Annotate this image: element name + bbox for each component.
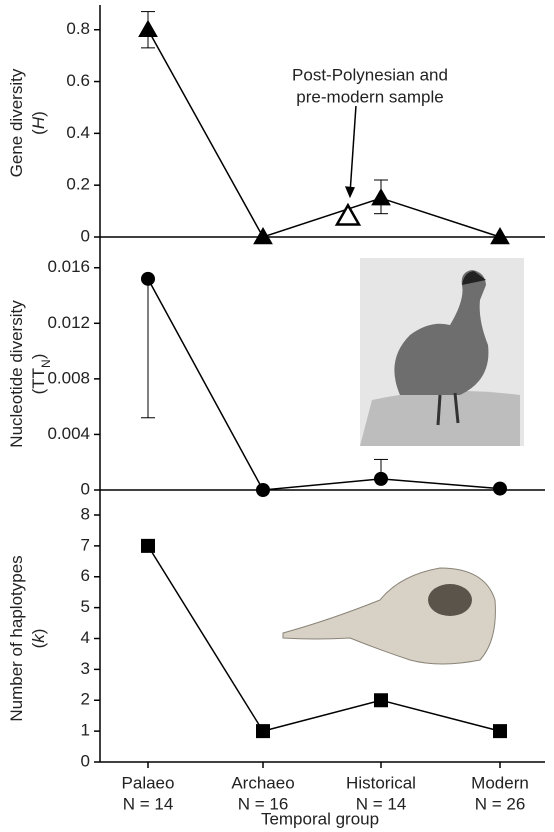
y-tick-label: 0.008 [47, 368, 90, 387]
y-axis-symbol-part: ( [29, 129, 48, 135]
x-axis-label: Temporal group [261, 809, 379, 828]
y-axis-symbol-part: k [29, 633, 48, 643]
goose-leg [453, 392, 460, 424]
x-tick-label: Archaeo [231, 773, 294, 792]
y-axis-symbol-part: ) [29, 111, 48, 117]
y-axis-symbol: (k) [29, 629, 48, 649]
skull [282, 567, 496, 665]
y-tick-label: 0 [81, 751, 90, 770]
x-tick-label: Modern [471, 773, 529, 792]
y-axis-symbol-part: (TT [29, 368, 48, 394]
y-axis-symbol-part: N [39, 359, 53, 368]
y-tick-label: 0 [81, 479, 90, 498]
circle-marker [493, 481, 507, 496]
y-tick-label: 0.6 [66, 71, 90, 90]
y-tick-label: 0.012 [47, 313, 90, 332]
sample-size-label: N = 14 [356, 794, 407, 813]
goose-illustration [360, 258, 524, 446]
sample-size-label: N = 14 [123, 794, 174, 813]
goose-leg [436, 394, 442, 426]
y-tick-label: 0.4 [66, 123, 90, 142]
y-tick-label: 6 [81, 566, 90, 585]
triangle-marker [138, 19, 158, 37]
circle-marker [256, 483, 270, 497]
annotation-text: Post-Polynesian and [292, 65, 448, 84]
triangle-marker [371, 188, 391, 206]
y-axis-symbol: (TTN) [29, 354, 53, 395]
sample-size-label: N = 26 [475, 794, 526, 813]
goose-body [394, 270, 489, 395]
y-tick-label: 7 [81, 535, 90, 554]
y-tick-label: 0.004 [47, 424, 90, 443]
y-axis-symbol-part: ) [29, 354, 48, 360]
annotation-arrow [349, 105, 357, 195]
y-axis-symbol-part: ) [29, 629, 48, 635]
skull-illustration [282, 567, 496, 665]
y-tick-label: 5 [81, 597, 90, 616]
annotation-text: pre-modern sample [296, 87, 443, 106]
y-tick-label: 3 [81, 659, 90, 678]
open-triangle-marker [334, 202, 362, 226]
y-axis-label-text: Number of haplotypes [7, 555, 26, 721]
circle-marker [141, 271, 155, 286]
y-axis-label-text: Gene diversity [7, 68, 26, 177]
y-tick-label: 0.8 [66, 19, 90, 38]
y-tick-label: 2 [81, 690, 90, 709]
sample-size-label: N = 16 [238, 794, 289, 813]
y-axis-label-text: Nucleotide diversity [7, 300, 26, 448]
y-tick-label: 0.016 [47, 257, 90, 276]
square-marker [256, 724, 270, 739]
y-tick-label: 0.2 [66, 175, 90, 194]
y-tick-label: 0 [81, 226, 90, 245]
triangle-marker [253, 226, 273, 245]
y-axis-label: Gene diversity (H) [7, 68, 48, 177]
y-axis-symbol-part: ( [29, 642, 48, 648]
x-tick-label: Historical [346, 773, 416, 792]
y-axis-label: Number of haplotypes (k) [7, 555, 48, 721]
annotation-arrowhead [344, 186, 355, 199]
x-tick-label: Palaeo [122, 773, 175, 792]
y-tick-label: 4 [81, 628, 90, 647]
y-tick-label: 8 [81, 504, 90, 523]
square-marker [374, 693, 388, 708]
y-axis-symbol-part: H [29, 116, 48, 129]
circle-marker [374, 471, 388, 486]
y-tick-label: 1 [81, 721, 90, 740]
data-line [147, 545, 501, 732]
data-line [147, 278, 501, 491]
y-axis-symbol: (H) [29, 111, 48, 135]
square-marker [493, 724, 507, 739]
triangle-marker [490, 226, 510, 245]
skull-orbit [428, 584, 472, 616]
ground [360, 391, 520, 446]
y-axis-label: Nucleotide diversity (TTN) [7, 300, 53, 448]
square-marker [141, 538, 155, 553]
goose-head [462, 271, 486, 285]
data-line [147, 29, 501, 238]
